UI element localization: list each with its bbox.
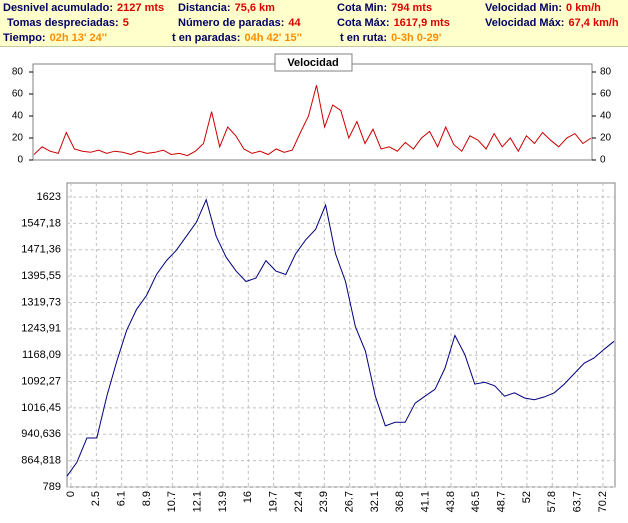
- stat: Tiempo: 02h 13' 24'': [3, 32, 107, 44]
- y-tick-label: 789: [43, 481, 61, 493]
- title-box: [274, 53, 353, 72]
- stat-value: 794 mts: [391, 2, 433, 14]
- x-tick-label: 19.7: [268, 491, 280, 512]
- stat-label: Velocidad Min:: [485, 2, 563, 14]
- x-tick-label: 12.1: [192, 491, 204, 512]
- y-tick-label: 1016,45: [21, 402, 61, 414]
- x-tick-label: 57.8: [546, 491, 558, 512]
- stat: Velocidad Máx: 67,4 km/h: [485, 17, 619, 29]
- y-tick-label: 80: [12, 67, 24, 78]
- stat-label: Cota Máx:: [337, 17, 390, 29]
- stat-label: t en ruta:: [340, 32, 388, 44]
- stat-label: Cota Min:: [337, 2, 388, 14]
- stat-label: Distancia:: [178, 2, 231, 14]
- stat-label: Velocidad Máx:: [485, 17, 565, 29]
- stat-value: 75,6 km: [234, 2, 275, 14]
- stat: Distancia: 75,6 km: [178, 2, 275, 14]
- stat: Velocidad Min: 0 km/h: [485, 2, 601, 14]
- stat: t en ruta: 0-3h 0-29': [340, 32, 441, 44]
- data-line: [33, 85, 592, 157]
- y2-tick-label: 40: [600, 111, 612, 122]
- x-tick-label: 6.1: [116, 491, 128, 506]
- chart-title: Velocidad: [287, 57, 338, 69]
- stat-value: 67,4 km/h: [568, 17, 619, 29]
- y-tick-label: 1471,36: [21, 244, 61, 256]
- x-tick-label: 70.2: [597, 491, 609, 512]
- x-tick-label: 46.5: [470, 491, 482, 512]
- x-tick-label: 48.7: [496, 491, 508, 512]
- stat-value: 2127 mts: [117, 2, 165, 14]
- y-tick-label: 1243,91: [21, 323, 61, 335]
- x-tick-label: 8.9: [141, 491, 153, 506]
- stat-label: Tiempo:: [3, 32, 46, 44]
- data-line: [66, 198, 615, 477]
- stat-value: 0 km/h: [566, 2, 601, 14]
- x-tick-label: 23.9: [318, 491, 330, 512]
- x-tick-label: 43.8: [445, 491, 457, 512]
- y-tick-label: 20: [12, 133, 24, 144]
- y-tick-label: 1395,55: [21, 270, 61, 282]
- plot-frame: [66, 182, 616, 488]
- stat-value: 1617,9 mts: [393, 17, 450, 29]
- y2-tick-label: 80: [600, 67, 612, 78]
- x-tick-label: 16: [242, 491, 254, 503]
- stats-header: Desnivel acumulado: 2127 mts Distancia: 75,…: [0, 0, 628, 47]
- stat: Tomas despreciadas: 5: [7, 17, 129, 29]
- y-tick-label: 1092,27: [21, 375, 61, 387]
- plot-frame: [32, 63, 593, 161]
- x-tick-label: 52: [521, 491, 533, 503]
- stat: Número de paradas: 44: [178, 17, 301, 29]
- y2-tick-label: 60: [600, 89, 612, 100]
- y-tick-label: 1623: [37, 191, 61, 203]
- x-tick-label: 63.7: [572, 491, 584, 512]
- x-tick-label: 41.1: [420, 491, 432, 512]
- y-tick-label: 940,636: [21, 428, 61, 440]
- y2-tick-label: 20: [600, 133, 612, 144]
- x-tick-label: 13.9: [217, 491, 229, 512]
- y-tick-label: 864,818: [21, 455, 61, 467]
- stat: Cota Min: 794 mts: [337, 2, 432, 14]
- stat-label: Tomas despreciadas:: [7, 17, 119, 29]
- stat: t en paradas: 04h 42' 15'': [172, 32, 302, 44]
- stat-value: 44: [288, 17, 301, 29]
- x-tick-label: 2.5: [90, 491, 102, 506]
- x-tick-label: 32.1: [369, 491, 381, 512]
- y2-tick-label: 0: [600, 155, 606, 166]
- stat-label: t en paradas:: [172, 32, 241, 44]
- y-tick-label: 40: [12, 111, 24, 122]
- y-tick-label: 0: [17, 155, 23, 166]
- stat-label: Número de paradas:: [178, 17, 285, 29]
- stat: Desnivel acumulado: 2127 mts: [3, 2, 164, 14]
- x-tick-label: 10.7: [166, 491, 178, 512]
- stat-value: 0-3h 0-29': [391, 32, 442, 44]
- y-tick-label: 1547,18: [21, 217, 61, 229]
- stat: Cota Máx: 1617,9 mts: [337, 17, 450, 29]
- stat-value: 02h 13' 24'': [49, 32, 107, 44]
- stat-value: 5: [122, 17, 129, 29]
- charts: 0 0 20 20 40 40 60 60 80 80 Velocidad 789 864,818 940…: [12, 53, 616, 512]
- y-tick-label: 1168,09: [22, 349, 61, 361]
- stat-value: 04h 42' 15'': [244, 32, 302, 44]
- y-tick-label: 1319,73: [21, 296, 61, 308]
- x-tick-label: 0: [65, 491, 77, 497]
- x-tick-label: 26.7: [344, 491, 356, 512]
- x-tick-label: 22.4: [293, 491, 305, 512]
- y-tick-label: 60: [12, 89, 24, 100]
- x-tick-label: 36.8: [394, 491, 406, 512]
- stat-label: Desnivel acumulado:: [3, 2, 114, 14]
